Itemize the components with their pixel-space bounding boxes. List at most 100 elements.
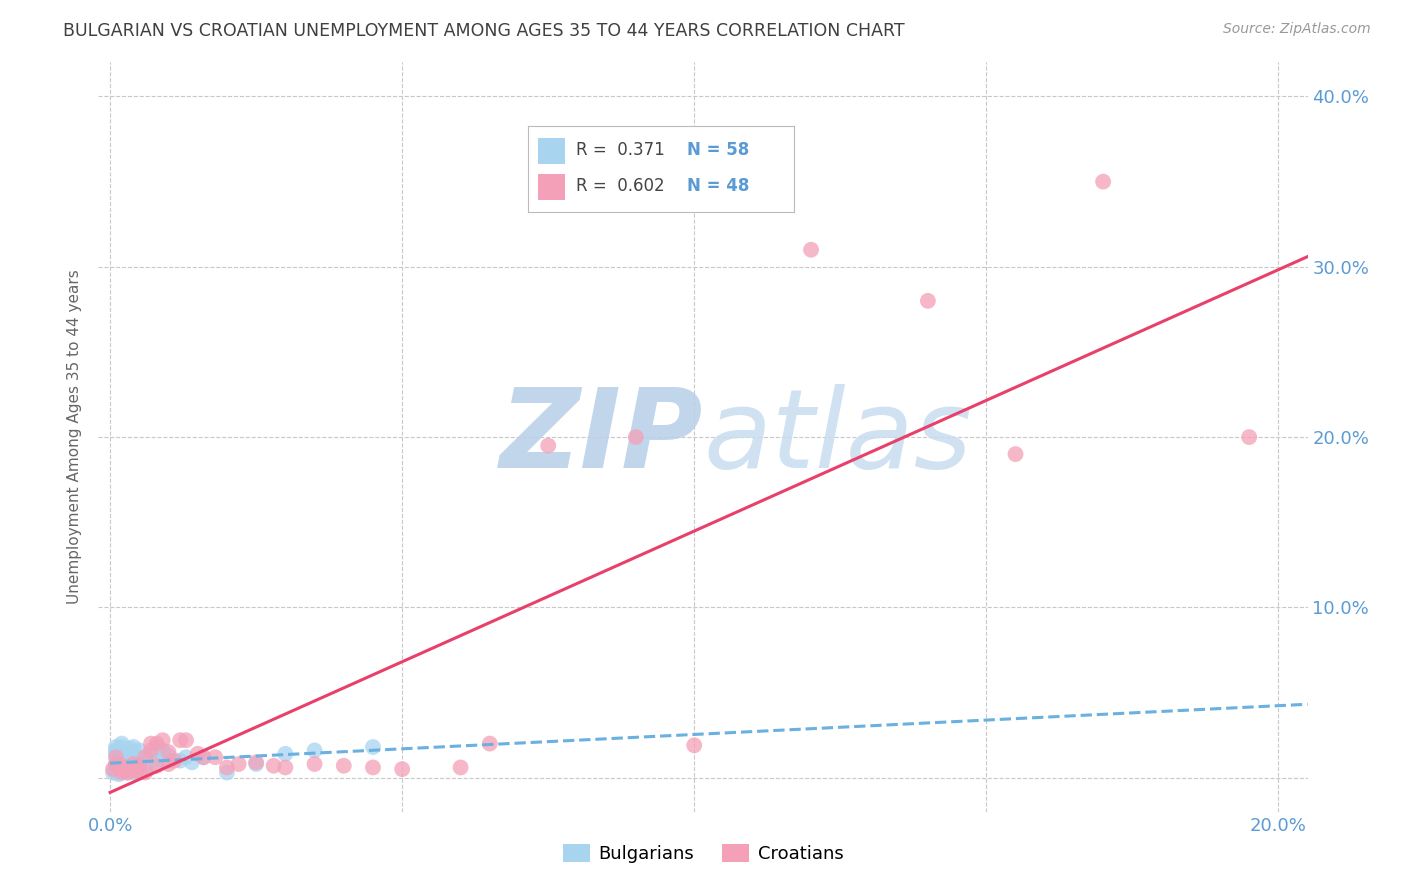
Point	[204, 750, 226, 764]
Point	[122, 739, 145, 754]
Point	[117, 765, 139, 780]
Point	[274, 760, 297, 774]
Point	[104, 739, 127, 754]
Point	[683, 739, 706, 753]
Point	[245, 756, 267, 770]
Point	[111, 756, 134, 770]
Point	[134, 762, 156, 776]
Point	[111, 737, 134, 751]
Point	[245, 757, 267, 772]
Text: atlas: atlas	[703, 384, 972, 491]
Point	[104, 743, 127, 757]
Point	[163, 754, 186, 768]
Point	[361, 739, 384, 754]
Point	[215, 765, 238, 780]
Point	[111, 760, 134, 774]
Point	[108, 760, 131, 774]
Point	[478, 737, 501, 751]
Point	[624, 430, 647, 444]
Point	[157, 754, 180, 768]
Point	[193, 750, 215, 764]
Point	[114, 760, 136, 774]
Point	[187, 747, 209, 761]
Point	[174, 733, 197, 747]
Point	[274, 747, 297, 761]
Point	[146, 743, 169, 757]
Point	[108, 764, 131, 778]
Point	[537, 439, 560, 453]
Point	[1004, 447, 1026, 461]
Point	[128, 764, 150, 778]
Point	[104, 757, 127, 772]
Point	[134, 765, 156, 780]
Point	[450, 760, 472, 774]
Point	[134, 756, 156, 770]
Point	[122, 758, 145, 772]
Point	[111, 758, 134, 772]
Point	[122, 756, 145, 770]
Point	[146, 758, 169, 772]
Point	[128, 764, 150, 778]
Point	[180, 756, 202, 770]
Point	[114, 764, 136, 778]
Point	[215, 760, 238, 774]
Point	[169, 754, 191, 768]
Point	[117, 760, 139, 774]
Point	[108, 767, 131, 781]
Point	[134, 758, 156, 772]
Point	[101, 762, 124, 776]
Point	[104, 750, 127, 764]
Point	[108, 760, 131, 774]
Point	[111, 739, 134, 754]
Text: ZIP: ZIP	[499, 384, 703, 491]
Point	[122, 757, 145, 772]
Point	[111, 765, 134, 780]
Point	[117, 756, 139, 770]
Point	[128, 760, 150, 774]
Y-axis label: Unemployment Among Ages 35 to 44 years: Unemployment Among Ages 35 to 44 years	[67, 269, 83, 605]
Point	[117, 762, 139, 776]
Point	[139, 737, 162, 751]
Text: BULGARIAN VS CROATIAN UNEMPLOYMENT AMONG AGES 35 TO 44 YEARS CORRELATION CHART: BULGARIAN VS CROATIAN UNEMPLOYMENT AMONG…	[63, 22, 905, 40]
Point	[332, 758, 354, 772]
Point	[174, 750, 197, 764]
Point	[146, 737, 169, 751]
Legend: Bulgarians, Croatians: Bulgarians, Croatians	[555, 837, 851, 870]
Point	[169, 733, 191, 747]
Point	[800, 243, 823, 257]
Point	[101, 765, 124, 780]
Point	[146, 739, 169, 754]
Point	[1237, 430, 1260, 444]
Point	[122, 765, 145, 780]
Point	[139, 743, 162, 757]
Point	[917, 293, 939, 308]
Point	[304, 743, 326, 757]
Point	[157, 748, 180, 763]
Point	[139, 757, 162, 772]
Point	[304, 757, 326, 772]
Point	[111, 758, 134, 772]
Point	[263, 758, 285, 772]
Text: Source: ZipAtlas.com: Source: ZipAtlas.com	[1223, 22, 1371, 37]
Point	[120, 745, 142, 759]
Point	[128, 743, 150, 757]
Point	[1092, 175, 1115, 189]
Point	[122, 764, 145, 778]
Point	[139, 747, 162, 761]
Point	[228, 757, 250, 772]
Point	[104, 747, 127, 761]
Point	[152, 733, 174, 747]
Point	[117, 765, 139, 780]
Point	[111, 762, 134, 776]
Point	[157, 745, 180, 759]
Point	[114, 762, 136, 776]
Point	[391, 762, 413, 776]
Point	[122, 760, 145, 774]
Point	[120, 762, 142, 776]
Point	[104, 757, 127, 772]
Point	[117, 758, 139, 772]
Point	[104, 765, 127, 780]
Point	[361, 760, 384, 774]
Point	[128, 750, 150, 764]
Point	[117, 764, 139, 778]
